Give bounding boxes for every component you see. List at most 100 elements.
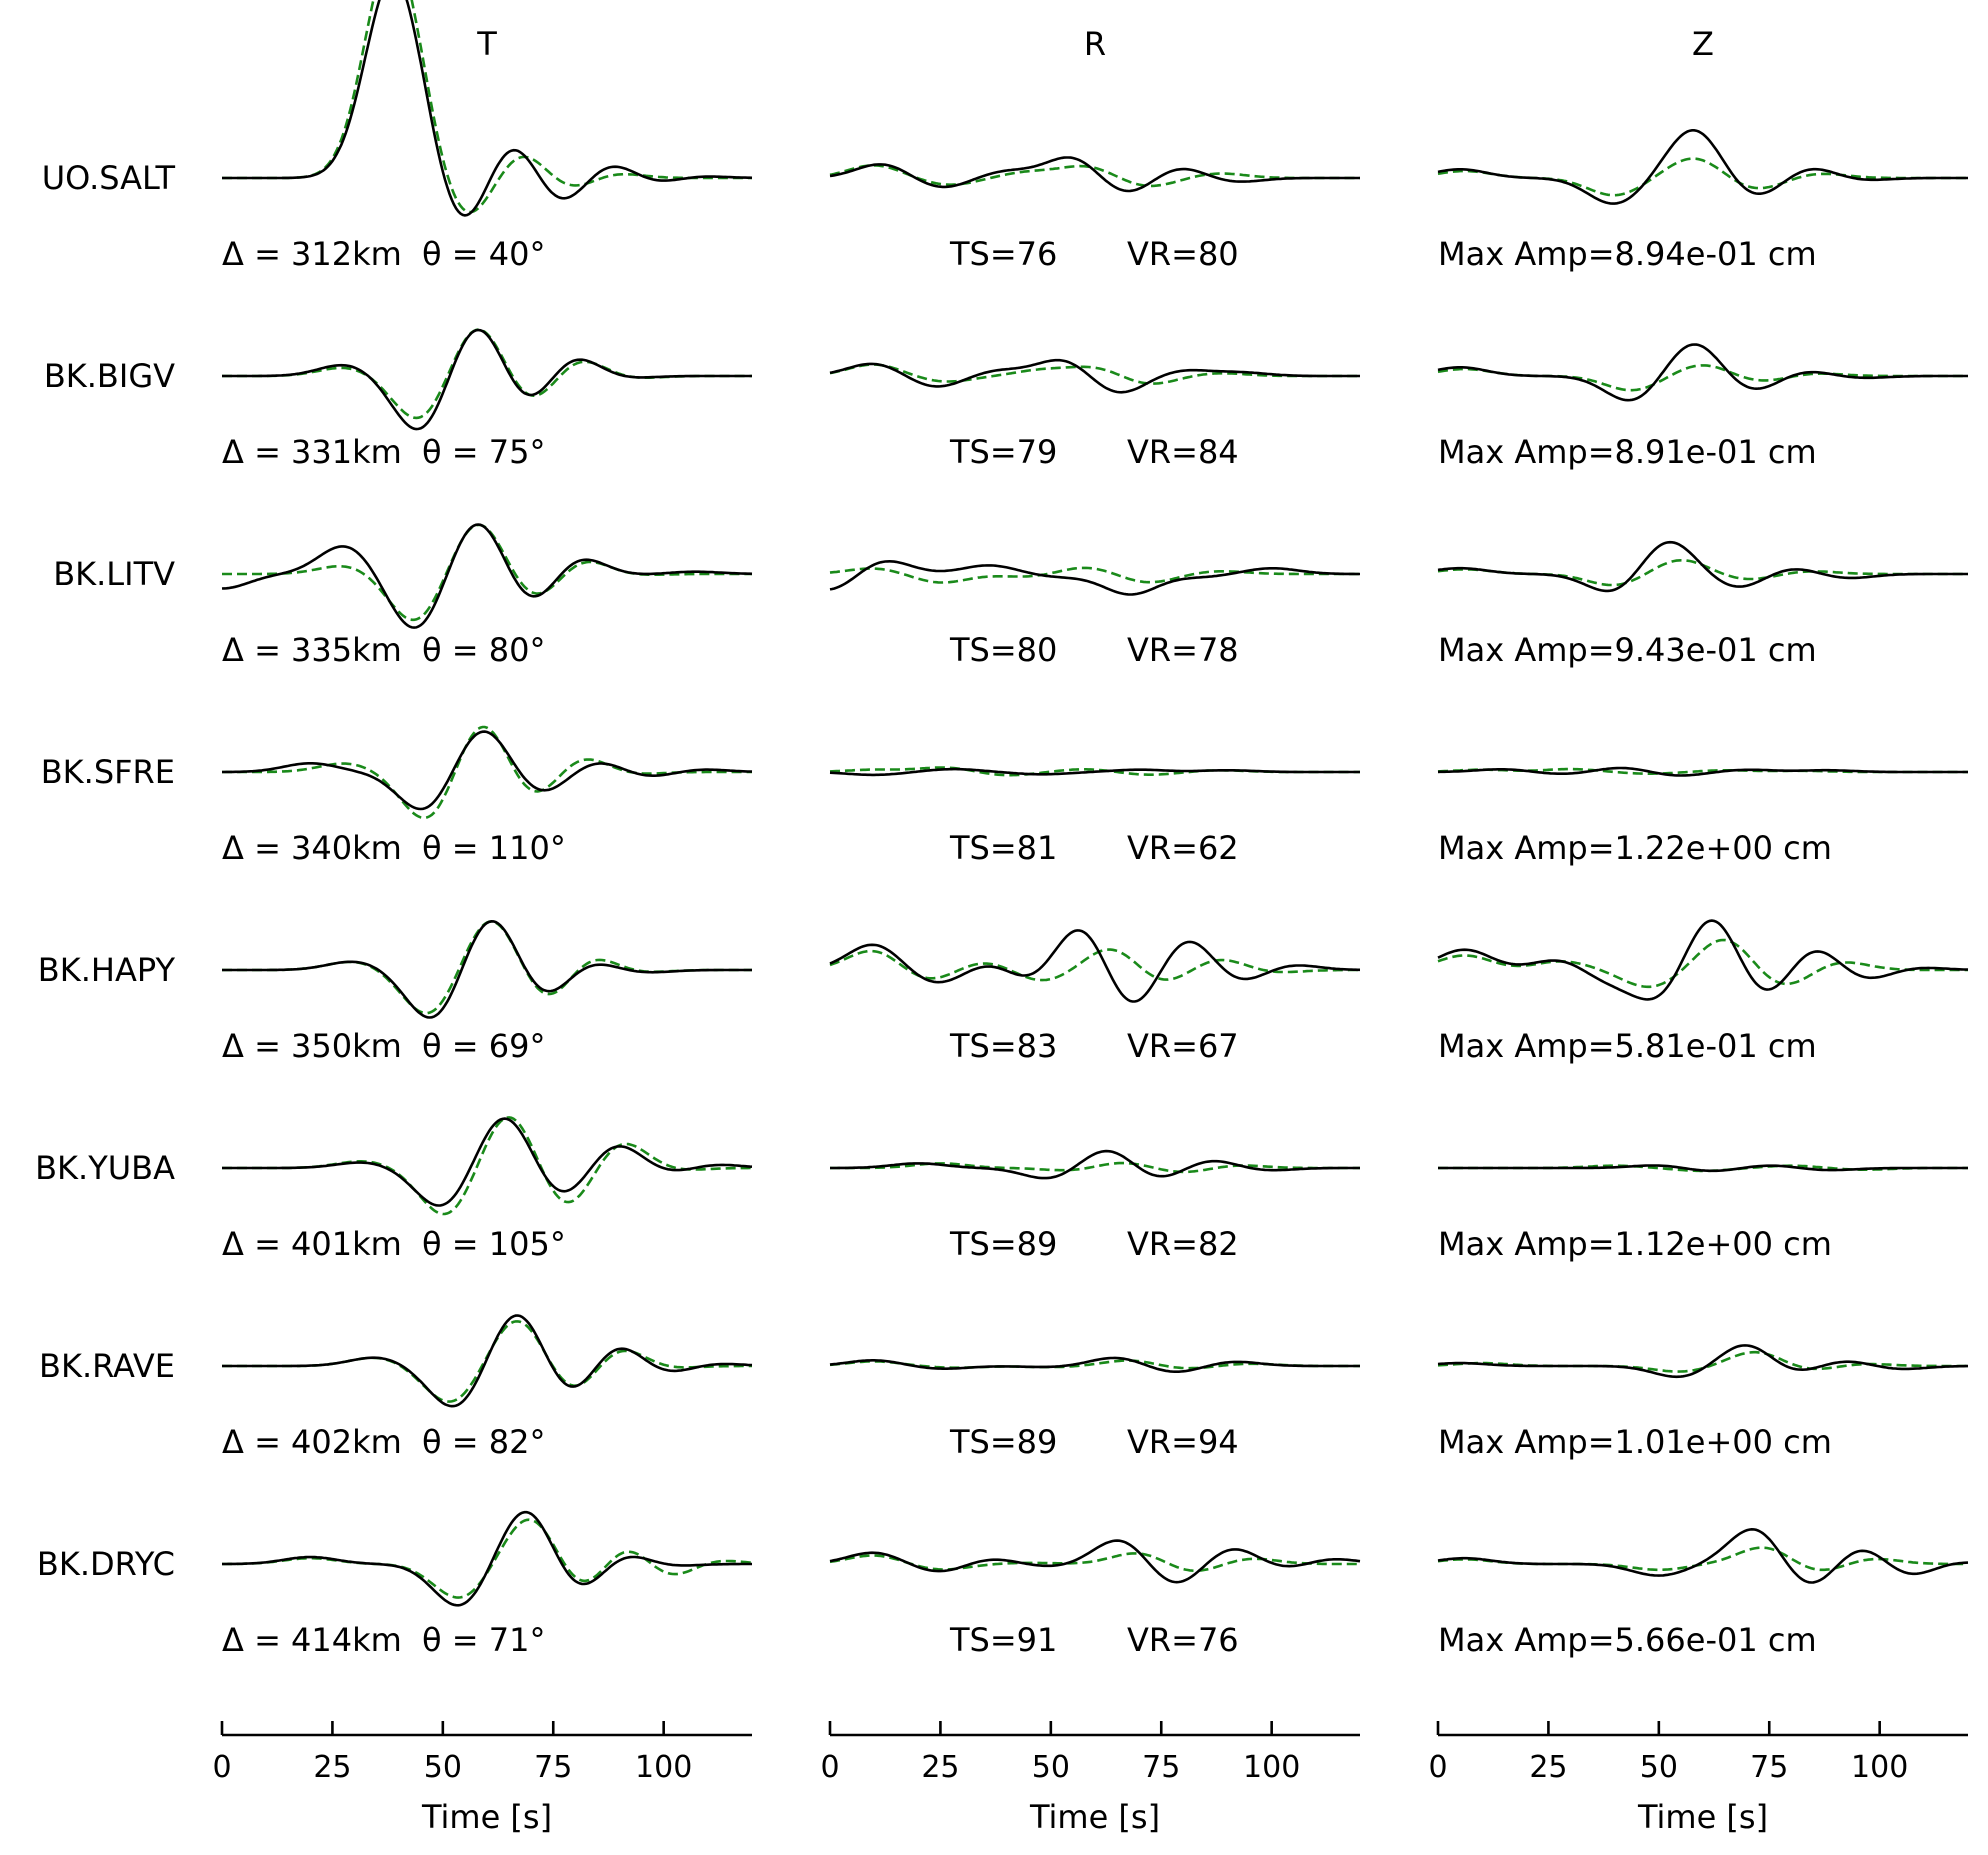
synthetic-trace-z [1437, 938, 1968, 989]
observed-trace-t [221, 523, 753, 629]
station-row: BK.LITV Δ = 335km θ = 80° TS=80 VR=78 Max Amp… [53, 523, 1968, 669]
station-name: BK.YUBA [35, 1149, 175, 1187]
distance-label: Δ = 414km [222, 1621, 402, 1659]
x-axis-r: 0 25 50 75 100 Time [s] [820, 1721, 1360, 1836]
ts-label: TS=79 [949, 433, 1057, 471]
synthetic-trace-r [829, 566, 1360, 584]
observed-trace-r [829, 1539, 1361, 1584]
azimuth-label: θ = 69° [422, 1027, 545, 1065]
vr-label: VR=82 [1127, 1225, 1239, 1263]
station-row: BK.HAPY Δ = 350km θ = 69° TS=83 VR=67 Max Amp… [38, 919, 1969, 1065]
station-name: BK.DRYC [37, 1545, 175, 1583]
max-amp-label: Max Amp=8.94e-01 cm [1438, 235, 1817, 273]
distance-label: Δ = 331km [222, 433, 402, 471]
x-tick-label: 50 [1640, 1750, 1678, 1785]
observed-trace-t [222, 1314, 753, 1408]
observed-trace-z [1437, 343, 1968, 402]
distance-label: Δ = 401km [222, 1225, 402, 1263]
station-row: BK.SFRE Δ = 340km θ = 110° TS=81 VR=62 Max Am… [41, 725, 1968, 867]
azimuth-label: θ = 40° [422, 235, 545, 273]
observed-trace-t [222, 0, 753, 217]
station-rows: UO.SALT Δ = 312km θ = 40° TS=76 VR=80 Max Amp… [35, 0, 1969, 1659]
distance-label: Δ = 350km [222, 1027, 402, 1065]
station-name: BK.RAVE [39, 1347, 175, 1385]
observed-trace-r [829, 156, 1360, 193]
max-amp-label: Max Amp=5.81e-01 cm [1438, 1027, 1817, 1065]
observed-trace-r [830, 1149, 1360, 1180]
vr-label: VR=78 [1127, 631, 1239, 669]
x-tick-label: 25 [313, 1750, 351, 1785]
x-tick-label: 25 [921, 1750, 959, 1785]
x-tick-label: 25 [1529, 1750, 1567, 1785]
observed-trace-z [1437, 919, 1969, 1001]
distance-label: Δ = 312km [222, 235, 402, 273]
station-name: BK.HAPY [38, 951, 176, 989]
distance-label: Δ = 335km [222, 631, 402, 669]
observed-trace-t [222, 919, 752, 1019]
max-amp-label: Max Amp=5.66e-01 cm [1438, 1621, 1817, 1659]
synthetic-trace-z [1437, 364, 1968, 392]
x-tick-label: 75 [1750, 1750, 1788, 1785]
ts-label: TS=81 [949, 829, 1057, 867]
ts-label: TS=76 [949, 235, 1057, 273]
x-tick-label: 50 [424, 1750, 462, 1785]
observed-trace-r [829, 358, 1360, 394]
max-amp-label: Max Amp=1.01e+00 cm [1438, 1423, 1832, 1461]
x-tick-label: 75 [1142, 1750, 1180, 1785]
observed-trace-z [1437, 1527, 1969, 1584]
x-axis-z: 0 25 50 75 100 Time [s] [1428, 1721, 1968, 1836]
max-amp-label: Max Amp=1.22e+00 cm [1438, 829, 1832, 867]
observed-trace-z [1438, 1164, 1968, 1173]
synthetic-trace-t [222, 1116, 752, 1216]
synthetic-trace-t [222, 523, 752, 622]
x-axis-t: 0 25 50 75 100 Time [s] [212, 1721, 752, 1836]
observed-trace-z [1437, 129, 1968, 205]
observed-trace-t [222, 328, 752, 431]
station-name: BK.BIGV [44, 357, 175, 395]
synthetic-trace-r [829, 363, 1360, 385]
x-axis-label: Time [s] [421, 1798, 552, 1836]
station-row: BK.DRYC Δ = 414km θ = 71° TS=91 VR=76 Max Amp… [37, 1510, 1969, 1659]
x-tick-label: 100 [635, 1750, 692, 1785]
azimuth-label: θ = 75° [422, 433, 545, 471]
observed-trace-r [829, 1356, 1360, 1373]
observed-trace-r [829, 767, 1360, 777]
observed-trace-t [222, 730, 753, 811]
column-title-z: Z [1692, 25, 1714, 63]
time-axes: 0 25 50 75 100 Time [s] 0 25 50 75 100 Time [s] 0 25 5… [212, 1721, 1968, 1836]
ts-label: TS=83 [949, 1027, 1057, 1065]
observed-trace-z [1437, 540, 1968, 593]
synthetic-trace-t [222, 920, 752, 1015]
x-tick-label: 75 [534, 1750, 572, 1785]
distance-label: Δ = 340km [222, 829, 402, 867]
azimuth-label: θ = 82° [422, 1423, 545, 1461]
column-title-r: R [1084, 25, 1106, 63]
column-title-t: T [476, 25, 497, 63]
max-amp-label: Max Amp=9.43e-01 cm [1438, 631, 1817, 669]
synthetic-trace-r [829, 1552, 1360, 1572]
ts-label: TS=80 [949, 631, 1057, 669]
station-row: BK.YUBA Δ = 401km θ = 105° TS=89 VR=82 Max Am… [35, 1116, 1968, 1263]
azimuth-label: θ = 80° [422, 631, 545, 669]
vr-label: VR=76 [1127, 1621, 1239, 1659]
distance-label: Δ = 402km [222, 1423, 402, 1461]
observed-trace-z [1437, 766, 1968, 777]
ts-label: TS=89 [949, 1423, 1057, 1461]
station-row: BK.RAVE Δ = 402km θ = 82° TS=89 VR=94 Max Amp… [39, 1314, 1968, 1461]
x-tick-label: 0 [820, 1750, 839, 1785]
x-tick-label: 50 [1032, 1750, 1070, 1785]
vr-label: VR=80 [1127, 235, 1239, 273]
azimuth-label: θ = 71° [422, 1621, 545, 1659]
x-tick-label: 100 [1243, 1750, 1300, 1785]
ts-label: TS=91 [949, 1621, 1057, 1659]
x-axis-label: Time [s] [1637, 1798, 1768, 1836]
station-name: UO.SALT [42, 159, 176, 197]
observed-trace-r [829, 929, 1360, 1003]
ts-label: TS=89 [949, 1225, 1057, 1263]
observed-trace-z [1437, 1344, 1968, 1379]
x-axis-label: Time [s] [1029, 1798, 1160, 1836]
synthetic-trace-z [1437, 1546, 1968, 1572]
vr-label: VR=94 [1127, 1423, 1239, 1461]
x-tick-label: 0 [1428, 1750, 1447, 1785]
